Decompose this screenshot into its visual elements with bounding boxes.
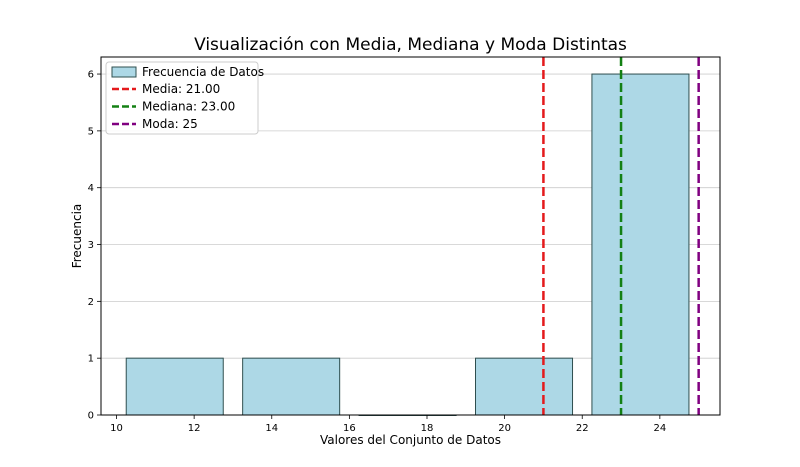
bars-layer <box>125 73 690 416</box>
plot-frame <box>100 56 721 416</box>
histogram-bar <box>475 357 574 416</box>
y-tick-label: 2 <box>88 297 94 308</box>
legend-label: Media: 21.00 <box>142 82 220 96</box>
histogram-bar <box>125 357 224 416</box>
y-tick-label: 4 <box>88 183 94 194</box>
y-tick-label: 3 <box>88 240 94 251</box>
x-tick-label: 20 <box>498 423 511 434</box>
legend-label: Moda: 25 <box>142 117 198 131</box>
x-tick-label: 14 <box>265 423 278 434</box>
y-axis-label: Frecuencia <box>70 204 84 269</box>
histogram-bar <box>591 73 690 416</box>
y-tick-label: 0 <box>88 411 94 422</box>
x-tick-label: 12 <box>188 423 201 434</box>
legend-label: Frecuencia de Datos <box>142 65 264 79</box>
x-tick-label: 10 <box>110 423 123 434</box>
legend-label: Mediana: 23.00 <box>142 100 235 114</box>
x-tick-label: 16 <box>343 423 356 434</box>
y-tick-label: 5 <box>88 126 94 137</box>
x-tick-label: 22 <box>576 423 589 434</box>
chart-title: Visualización con Media, Mediana y Moda … <box>194 35 627 55</box>
x-axis-label: Valores del Conjunto de Datos <box>320 433 501 447</box>
y-tick-label: 1 <box>88 354 94 365</box>
legend-patch <box>111 66 137 78</box>
x-tick-label: 18 <box>421 423 434 434</box>
y-tick-label: 6 <box>88 70 94 81</box>
legend-box <box>105 61 259 135</box>
x-axis-ticks: 10 12 14 16 18 20 22 24 <box>110 415 666 434</box>
x-tick-label: 24 <box>653 423 666 434</box>
reference-lines-layer <box>542 57 700 415</box>
y-axis-ticks: 0 1 2 3 4 5 6 <box>88 70 101 422</box>
legend: Frecuencia de Datos Media: 21.00 Mediana: … <box>105 61 264 135</box>
histogram-bar <box>242 357 341 416</box>
